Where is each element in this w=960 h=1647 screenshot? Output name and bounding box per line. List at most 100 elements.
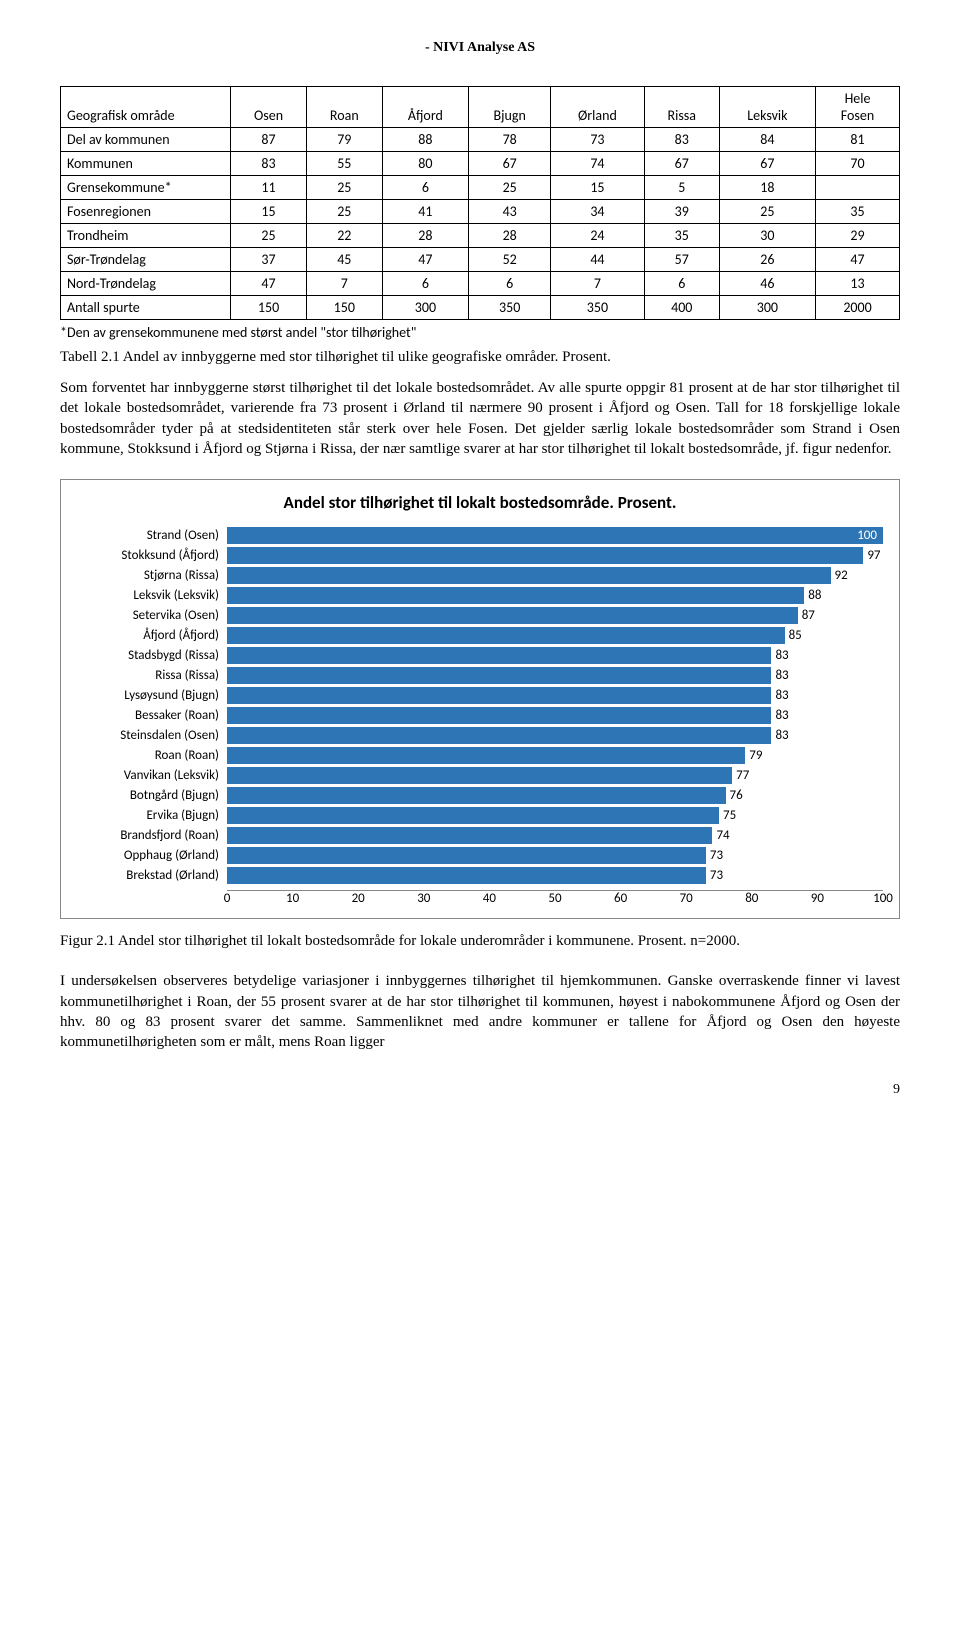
- bar-value: 73: [706, 867, 723, 884]
- bar-row: Botngård (Bjugn) 76: [77, 787, 883, 804]
- bar-label: Steinsdalen (Osen): [77, 728, 227, 743]
- table-cell: Kommunen: [61, 152, 231, 176]
- bar-fill: [227, 587, 804, 604]
- bar-value: 83: [771, 707, 788, 724]
- table-cell: 55: [307, 152, 383, 176]
- table-header-cell: Rissa: [644, 87, 719, 128]
- table-cell: 39: [644, 200, 719, 224]
- table-cell: 57: [644, 248, 719, 272]
- table-cell: 81: [816, 128, 900, 152]
- table-cell: 2000: [816, 296, 900, 320]
- table-cell: 28: [469, 224, 551, 248]
- table-cell: 78: [469, 128, 551, 152]
- axis-tick: 0: [224, 891, 231, 906]
- table-cell: Nord-Trøndelag: [61, 272, 231, 296]
- table-header-cell: Leksvik: [719, 87, 815, 128]
- bar-chart: Andel stor tilhørighet til lokalt bosted…: [60, 479, 900, 919]
- bar-row: Ervika (Bjugn)75: [77, 807, 883, 824]
- bar-row: Opphaug (Ørland) 73: [77, 847, 883, 864]
- bar-row: Brandsfjord (Roan)74: [77, 827, 883, 844]
- table-cell: 28: [382, 224, 469, 248]
- table-cell: 6: [644, 272, 719, 296]
- bar-label: Leksvik (Leksvik): [77, 588, 227, 603]
- table-footnote: *Den av grensekommunene med størst andel…: [60, 324, 900, 341]
- bar-value: 87: [798, 607, 815, 624]
- bar-label: Lysøysund (Bjugn): [77, 688, 227, 703]
- bar-fill: [227, 747, 745, 764]
- table-header-cell: Ørland: [551, 87, 645, 128]
- axis-tick: 50: [548, 891, 561, 906]
- table-cell: 25: [307, 176, 383, 200]
- table-cell: 67: [719, 152, 815, 176]
- bar-row: Stadsbygd (Rissa)83: [77, 647, 883, 664]
- table-cell: 41: [382, 200, 469, 224]
- bar-fill: [227, 787, 726, 804]
- bar-fill: [227, 547, 863, 564]
- bar-fill: [227, 667, 771, 684]
- bar-fill: [227, 727, 771, 744]
- table-caption: Tabell 2.1 Andel av innbyggerne med stor…: [60, 349, 900, 366]
- table-cell: 35: [644, 224, 719, 248]
- paragraph-1: Som forventet har innbyggerne størst til…: [60, 378, 900, 459]
- table-cell: 35: [816, 200, 900, 224]
- table-cell: 29: [816, 224, 900, 248]
- bar-row: Setervika (Osen) 87: [77, 607, 883, 624]
- axis-tick: 100: [873, 891, 893, 906]
- table-cell: 300: [719, 296, 815, 320]
- bar-label: Opphaug (Ørland): [77, 848, 227, 863]
- table-cell: Antall spurte: [61, 296, 231, 320]
- bar-label: Åfjord (Åfjord): [77, 628, 227, 643]
- table-cell: 83: [231, 152, 307, 176]
- axis-tick: 40: [483, 891, 496, 906]
- bar-label: Botngård (Bjugn): [77, 788, 227, 803]
- bar-row: Steinsdalen (Osen) 83: [77, 727, 883, 744]
- bar-row: Åfjord (Åfjord) 85: [77, 627, 883, 644]
- table-cell: 25: [231, 224, 307, 248]
- table-cell: 25: [307, 200, 383, 224]
- bar-label: Ervika (Bjugn): [77, 808, 227, 823]
- table-cell: 15: [551, 176, 645, 200]
- table-cell: 400: [644, 296, 719, 320]
- table-cell: 7: [307, 272, 383, 296]
- table-row: Antall spurte1501503003503504003002000: [61, 296, 900, 320]
- table-cell: 79: [307, 128, 383, 152]
- bar-fill: [227, 867, 706, 884]
- table-header-cell: Åfjord: [382, 87, 469, 128]
- bar-fill: [227, 607, 798, 624]
- table-cell: 74: [551, 152, 645, 176]
- table-header-cell: Bjugn: [469, 87, 551, 128]
- table-cell: 88: [382, 128, 469, 152]
- chart-title: Andel stor tilhørighet til lokalt bosted…: [77, 492, 883, 513]
- table-cell: 44: [551, 248, 645, 272]
- table-cell: 25: [719, 200, 815, 224]
- table-cell: Trondheim: [61, 224, 231, 248]
- bar-row: Bessaker (Roan) 83: [77, 707, 883, 724]
- table-cell: 24: [551, 224, 645, 248]
- bar-label: Brekstad (Ørland): [77, 868, 227, 883]
- table-cell: 150: [231, 296, 307, 320]
- table-cell: 300: [382, 296, 469, 320]
- bar-value: 85: [785, 627, 802, 644]
- bar-value: 83: [771, 647, 788, 664]
- table-row: Fosenregionen1525414334392535: [61, 200, 900, 224]
- bar-fill: [227, 627, 785, 644]
- paragraph-2: I undersøkelsen observeres betydelige va…: [60, 971, 900, 1052]
- table-cell: 52: [469, 248, 551, 272]
- bar-value: 73: [706, 847, 723, 864]
- bar-value: 76: [726, 787, 743, 804]
- table-cell: 11: [231, 176, 307, 200]
- table-cell: [816, 176, 900, 200]
- table-cell: 67: [644, 152, 719, 176]
- bar-label: Setervika (Osen): [77, 608, 227, 623]
- table-cell: 6: [469, 272, 551, 296]
- bar-value: 83: [771, 727, 788, 744]
- table-cell: 6: [382, 272, 469, 296]
- axis-tick: 60: [614, 891, 627, 906]
- bar-row: Stjørna (Rissa)92: [77, 567, 883, 584]
- table-cell: Grensekommune*: [61, 176, 231, 200]
- table-row: Nord-Trøndelag47766764613: [61, 272, 900, 296]
- table-cell: 150: [307, 296, 383, 320]
- axis-tick: 30: [417, 891, 430, 906]
- bar-label: Bessaker (Roan): [77, 708, 227, 723]
- bar-row: Stokksund (Åfjord)97: [77, 547, 883, 564]
